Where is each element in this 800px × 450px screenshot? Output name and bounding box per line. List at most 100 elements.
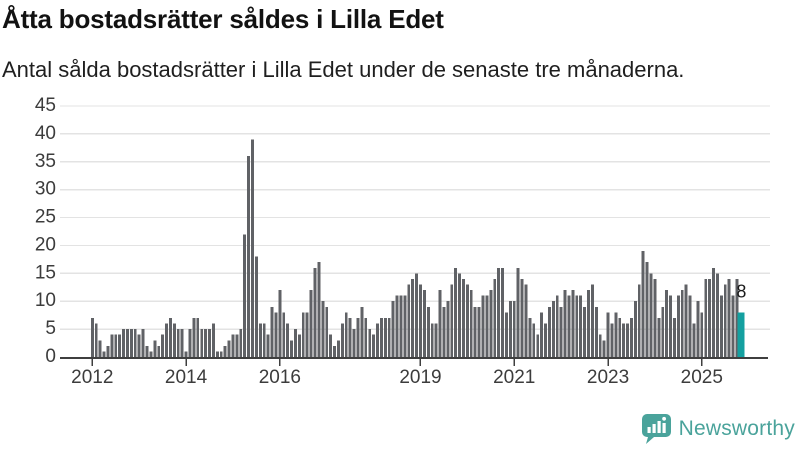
- bar: [618, 317, 622, 357]
- bar: [501, 267, 504, 357]
- highlighted-bar: [737, 312, 745, 357]
- y-axis-tick-label: 30: [35, 179, 56, 200]
- bar: [458, 273, 462, 357]
- bar: [590, 284, 594, 357]
- bar: [442, 306, 446, 357]
- y-axis-tick-label: 25: [35, 207, 56, 228]
- bar: [211, 323, 215, 357]
- bar: [622, 323, 626, 357]
- bar: [274, 312, 278, 357]
- y-axis-tick-label: 10: [35, 290, 56, 311]
- bar: [426, 306, 430, 357]
- bar: [508, 301, 512, 357]
- bar: [614, 312, 618, 357]
- bar: [649, 273, 653, 357]
- bar: [645, 262, 649, 357]
- bar: [383, 317, 387, 357]
- bar: [278, 290, 282, 357]
- bar: [239, 329, 243, 357]
- bar: [90, 317, 94, 357]
- bar: [106, 345, 110, 357]
- bar: [657, 317, 661, 357]
- bar: [395, 295, 399, 357]
- bar: [512, 301, 516, 357]
- bar: [333, 345, 336, 357]
- bar: [532, 323, 536, 357]
- bar: [247, 156, 251, 357]
- bar: [122, 329, 126, 357]
- bar: [102, 351, 106, 357]
- bar: [547, 306, 551, 357]
- bar: [118, 334, 122, 357]
- bar: [149, 351, 153, 357]
- bar: [282, 312, 286, 357]
- x-axis-tick-label: 2025: [681, 367, 723, 388]
- y-axis-tick-label: 20: [35, 234, 56, 255]
- y-axis-tick-label: 40: [35, 123, 56, 144]
- bar: [719, 295, 723, 357]
- bar: [708, 278, 712, 357]
- bar: [637, 284, 641, 357]
- bar: [297, 334, 301, 357]
- bar: [555, 295, 559, 357]
- bar: [258, 323, 262, 357]
- bar: [98, 340, 102, 357]
- bar: [407, 284, 411, 357]
- bar: [641, 251, 645, 357]
- bar: [262, 323, 266, 357]
- bar: [430, 323, 434, 357]
- chart-subtitle: Antal sålda bostadsrätter i Lilla Edet u…: [2, 57, 685, 82]
- bar: [712, 267, 715, 357]
- bar: [477, 306, 481, 357]
- bar: [208, 329, 211, 357]
- bar: [462, 278, 465, 357]
- bar: [340, 323, 344, 357]
- bar: [403, 295, 407, 357]
- mini-bar-chart-glyph: [647, 416, 666, 433]
- bar: [254, 256, 258, 357]
- bar: [180, 329, 184, 357]
- y-axis-tick-label: 15: [35, 262, 56, 283]
- bar: [481, 295, 485, 357]
- bar: [497, 267, 501, 357]
- bar: [379, 317, 383, 357]
- bar: [633, 301, 637, 357]
- y-axis-tick-label: 0: [45, 346, 56, 367]
- bar: [528, 317, 532, 357]
- bar: [473, 306, 477, 357]
- bar: [680, 290, 684, 357]
- bar: [157, 345, 161, 357]
- bar: [653, 278, 657, 357]
- bar: [294, 329, 297, 357]
- bar: [184, 351, 188, 357]
- brand-name: Newsworthy: [678, 416, 795, 440]
- bar: [376, 323, 379, 357]
- bar: [317, 262, 321, 357]
- bar: [544, 323, 547, 357]
- bar: [665, 290, 669, 357]
- bar: [571, 290, 575, 357]
- newsworthy-logo[interactable]: Newsworthy: [641, 413, 795, 444]
- bar: [200, 329, 204, 357]
- bar: [325, 306, 329, 357]
- bar: [372, 334, 376, 357]
- bar: [602, 340, 606, 357]
- bar: [329, 334, 333, 357]
- y-axis-tick-label: 45: [35, 95, 56, 116]
- bar: [450, 284, 454, 357]
- bar: [129, 329, 133, 357]
- bar: [567, 295, 571, 357]
- y-axis-tick-label: 35: [35, 151, 56, 172]
- bar: [286, 323, 290, 357]
- bar: [583, 306, 587, 357]
- bar: [446, 301, 450, 357]
- bar: [290, 340, 294, 357]
- bar: [145, 345, 149, 357]
- bar: [301, 312, 305, 357]
- bar: [684, 284, 688, 357]
- bar: [348, 317, 352, 357]
- speech-bubble-shape: [641, 414, 671, 444]
- bar: [559, 306, 563, 357]
- bar: [485, 295, 489, 357]
- bar: [415, 273, 419, 357]
